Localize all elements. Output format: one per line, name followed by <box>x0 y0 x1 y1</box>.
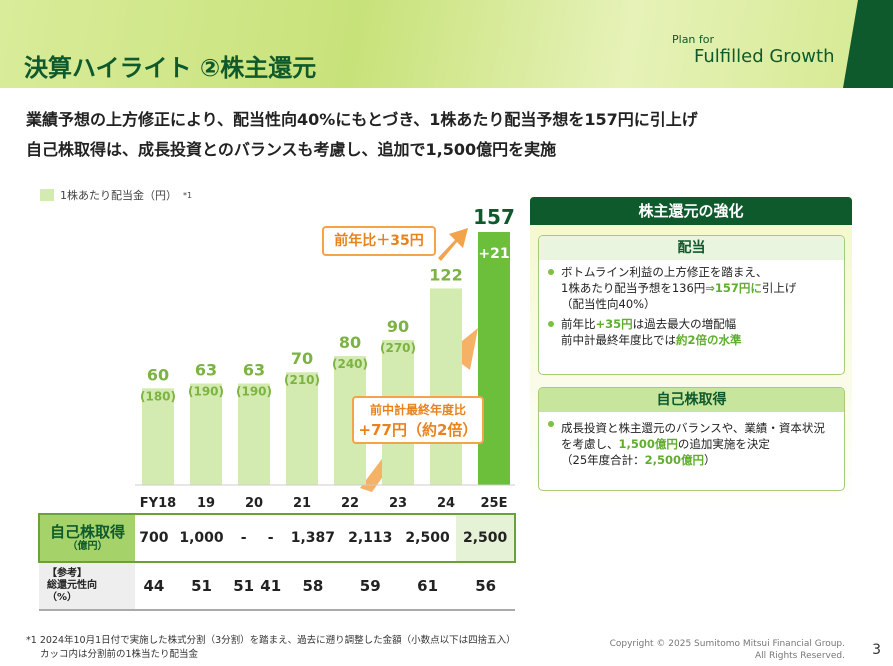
panel-title: 株主還元の強化 <box>530 197 852 225</box>
buyback-cell: - <box>230 513 258 563</box>
lead-line-1: 業績予想の上方修正により、配当性向40%にもとづき、1株あたり配当予想を157円… <box>26 110 698 129</box>
buyback-cell: - <box>257 513 285 563</box>
pre-split-label: (270) <box>380 341 416 355</box>
buyback-title: 自己株取得 <box>539 388 844 412</box>
footnote: *1 2024年10月1日付で実施した株式分割（3分割）を踏まえ、過去に遡り調整… <box>26 635 516 660</box>
buyback-cell: 1,000 <box>172 513 231 563</box>
legend-note: *1 <box>183 190 193 200</box>
bar-24 <box>430 288 462 485</box>
dividend-box: 配当 ボトムライン利益の上方修正を踏まえ、 1株あたり配当予想を136円⇒157円… <box>538 235 845 375</box>
buyback-cell: 700 <box>135 513 173 563</box>
payout-cell: 51 <box>172 562 231 611</box>
chart-legend: 1株あたり配当金（円） *1 <box>40 187 192 203</box>
value-label: 63 <box>195 360 217 379</box>
x-tick-label: 20 <box>245 496 263 511</box>
dividend-bullet-1: ボトムライン利益の上方修正を踏まえ、 1株あたり配当予想を136円⇒157円に引上… <box>539 260 844 312</box>
bar-FY18 <box>142 388 174 485</box>
x-tick-label: 22 <box>341 496 359 511</box>
legend-swatch <box>40 189 54 201</box>
value-label: 60 <box>147 365 169 384</box>
pre-split-label: (190) <box>188 384 224 398</box>
dividend-title: 配当 <box>539 236 844 260</box>
payout-cell: 51 <box>230 562 258 611</box>
value-label: 80 <box>339 333 361 352</box>
buyback-cell: 1,387 <box>284 513 342 563</box>
buyback-cell: 2,113 <box>341 513 399 563</box>
buyback-table: 自己株取得 （億円） 700 1,000- -1,387 2,113 2,500 2,500 … <box>38 513 516 611</box>
x-tick-label: 25E <box>481 496 508 511</box>
pre-split-label: (190) <box>236 384 272 398</box>
buyback-label: 自己株取得 （億円） <box>38 513 135 563</box>
bar-25E <box>478 232 510 485</box>
x-tick-label: 21 <box>293 496 311 511</box>
prev-plan-callout-line1: 前中計最終年度比 <box>369 403 466 417</box>
payout-cell: 61 <box>398 562 457 611</box>
table-row-payout: 【参考】 総還元性向 （%） 44 51 51 41 58 59 61 56 <box>39 562 515 611</box>
page-title: 決算ハイライト ②株主還元 <box>24 54 317 82</box>
buyback-cell: 2,500 <box>398 513 457 563</box>
logo-line1: Plan for <box>672 33 715 46</box>
prev-plan-callout: 前中計最終年度比 +77円（約2倍） <box>352 396 484 444</box>
value-label: 90 <box>387 317 409 336</box>
payout-cell: 56 <box>456 562 515 611</box>
bar-21 <box>286 372 318 485</box>
buyback-cell: 2,500 <box>456 513 516 563</box>
legend-label: 1株あたり配当金（円） <box>60 189 177 202</box>
value-label: 122 <box>429 265 462 284</box>
table-row-buyback: 自己株取得 （億円） 700 1,000- -1,387 2,113 2,500 2,500 <box>38 513 516 563</box>
dividend-bullet-2: 前年比+35円は過去最大の増配幅 前中計最終年度比では約2倍の水準 <box>539 312 844 348</box>
yoy-callout: 前年比＋35円 <box>322 226 436 256</box>
bar-19 <box>190 383 222 485</box>
logo-line2: Fulfilled Growth <box>694 46 835 67</box>
value-label: 63 <box>243 360 265 379</box>
buyback-box: 自己株取得 成長投資と株主還元のバランスや、業績・資本状況を考慮し、1,500億… <box>538 387 845 491</box>
prev-plan-callout-line2: +77円（約2倍） <box>358 421 478 439</box>
payout-cell: 59 <box>341 562 399 611</box>
page-number: 3 <box>872 642 881 658</box>
payout-cell: 41 <box>257 562 285 611</box>
shareholder-return-panel: 株主還元の強化 配当 ボトムライン利益の上方修正を踏まえ、 1株あたり配当予想を1… <box>530 197 852 509</box>
payout-label: 【参考】 総還元性向 （%） <box>39 562 135 611</box>
payout-cell: 44 <box>135 562 173 611</box>
payout-cell: 58 <box>284 562 342 611</box>
header-corner-decoration <box>843 0 893 88</box>
x-tick-label: 19 <box>197 496 215 511</box>
pre-split-label: (240) <box>332 357 368 371</box>
value-label: 70 <box>291 349 313 368</box>
x-tick-label: 23 <box>389 496 407 511</box>
x-tick-label: 24 <box>437 496 455 511</box>
lead-line-2: 自己株取得は、成長投資とのバランスも考慮し、追加で1,500億円を実施 <box>26 140 557 159</box>
buyback-bullet: 成長投資と株主還元のバランスや、業績・資本状況を考慮し、1,500億円の追加実施… <box>539 412 844 468</box>
x-tick-label: FY18 <box>140 496 176 511</box>
pre-split-label: (180) <box>140 389 176 403</box>
value-label: 157 <box>473 205 515 229</box>
yoy-arrow <box>438 228 468 261</box>
copyright: Copyright © 2025 Sumitomo Mitsui Financi… <box>609 639 845 661</box>
header-banner <box>0 0 893 88</box>
bar-20 <box>238 383 270 485</box>
increment-label: +21 <box>478 246 509 262</box>
pre-split-label: (210) <box>284 373 320 387</box>
